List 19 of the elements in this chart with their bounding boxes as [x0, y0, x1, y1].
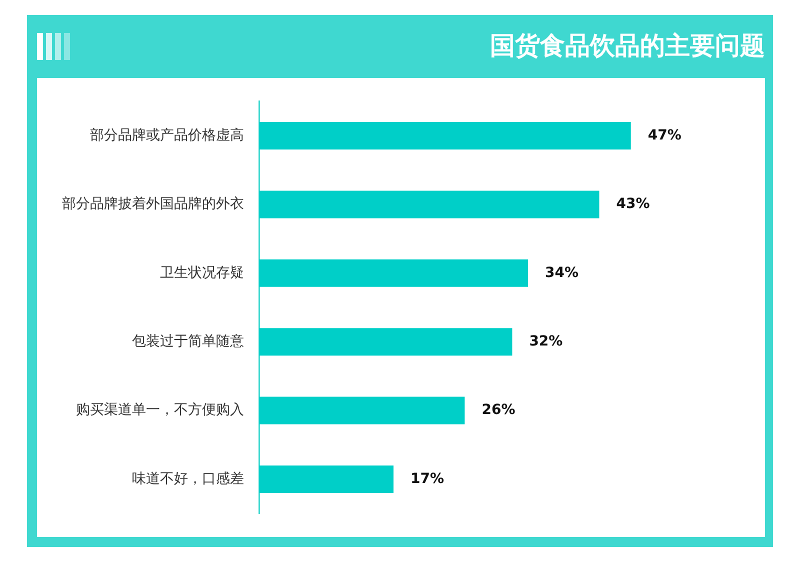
data-label: 47% — [648, 127, 682, 144]
y-tick-label: 卫生状况存疑 — [160, 264, 244, 281]
chart-title: 国货食品饮品的主要问题 — [490, 30, 765, 62]
bar — [259, 122, 631, 150]
data-label: 32% — [529, 333, 563, 350]
y-tick-label: 购买渠道单一，不方便购入 — [76, 402, 244, 418]
bar — [259, 396, 465, 424]
bar — [259, 259, 528, 287]
bar — [259, 328, 512, 356]
bar — [259, 466, 394, 493]
y-tick-label: 部分品牌披着外国品牌的外衣 — [62, 196, 244, 212]
data-label: 17% — [410, 470, 444, 487]
data-label: 34% — [545, 264, 579, 281]
data-label: 26% — [482, 402, 516, 418]
y-tick-label: 味道不好，口感差 — [132, 470, 244, 487]
y-tick-label: 部分品牌或产品价格虚高 — [90, 127, 244, 144]
bar — [259, 190, 600, 218]
y-tick-label: 包装过于简单随意 — [132, 333, 244, 350]
data-label: 43% — [616, 196, 650, 212]
